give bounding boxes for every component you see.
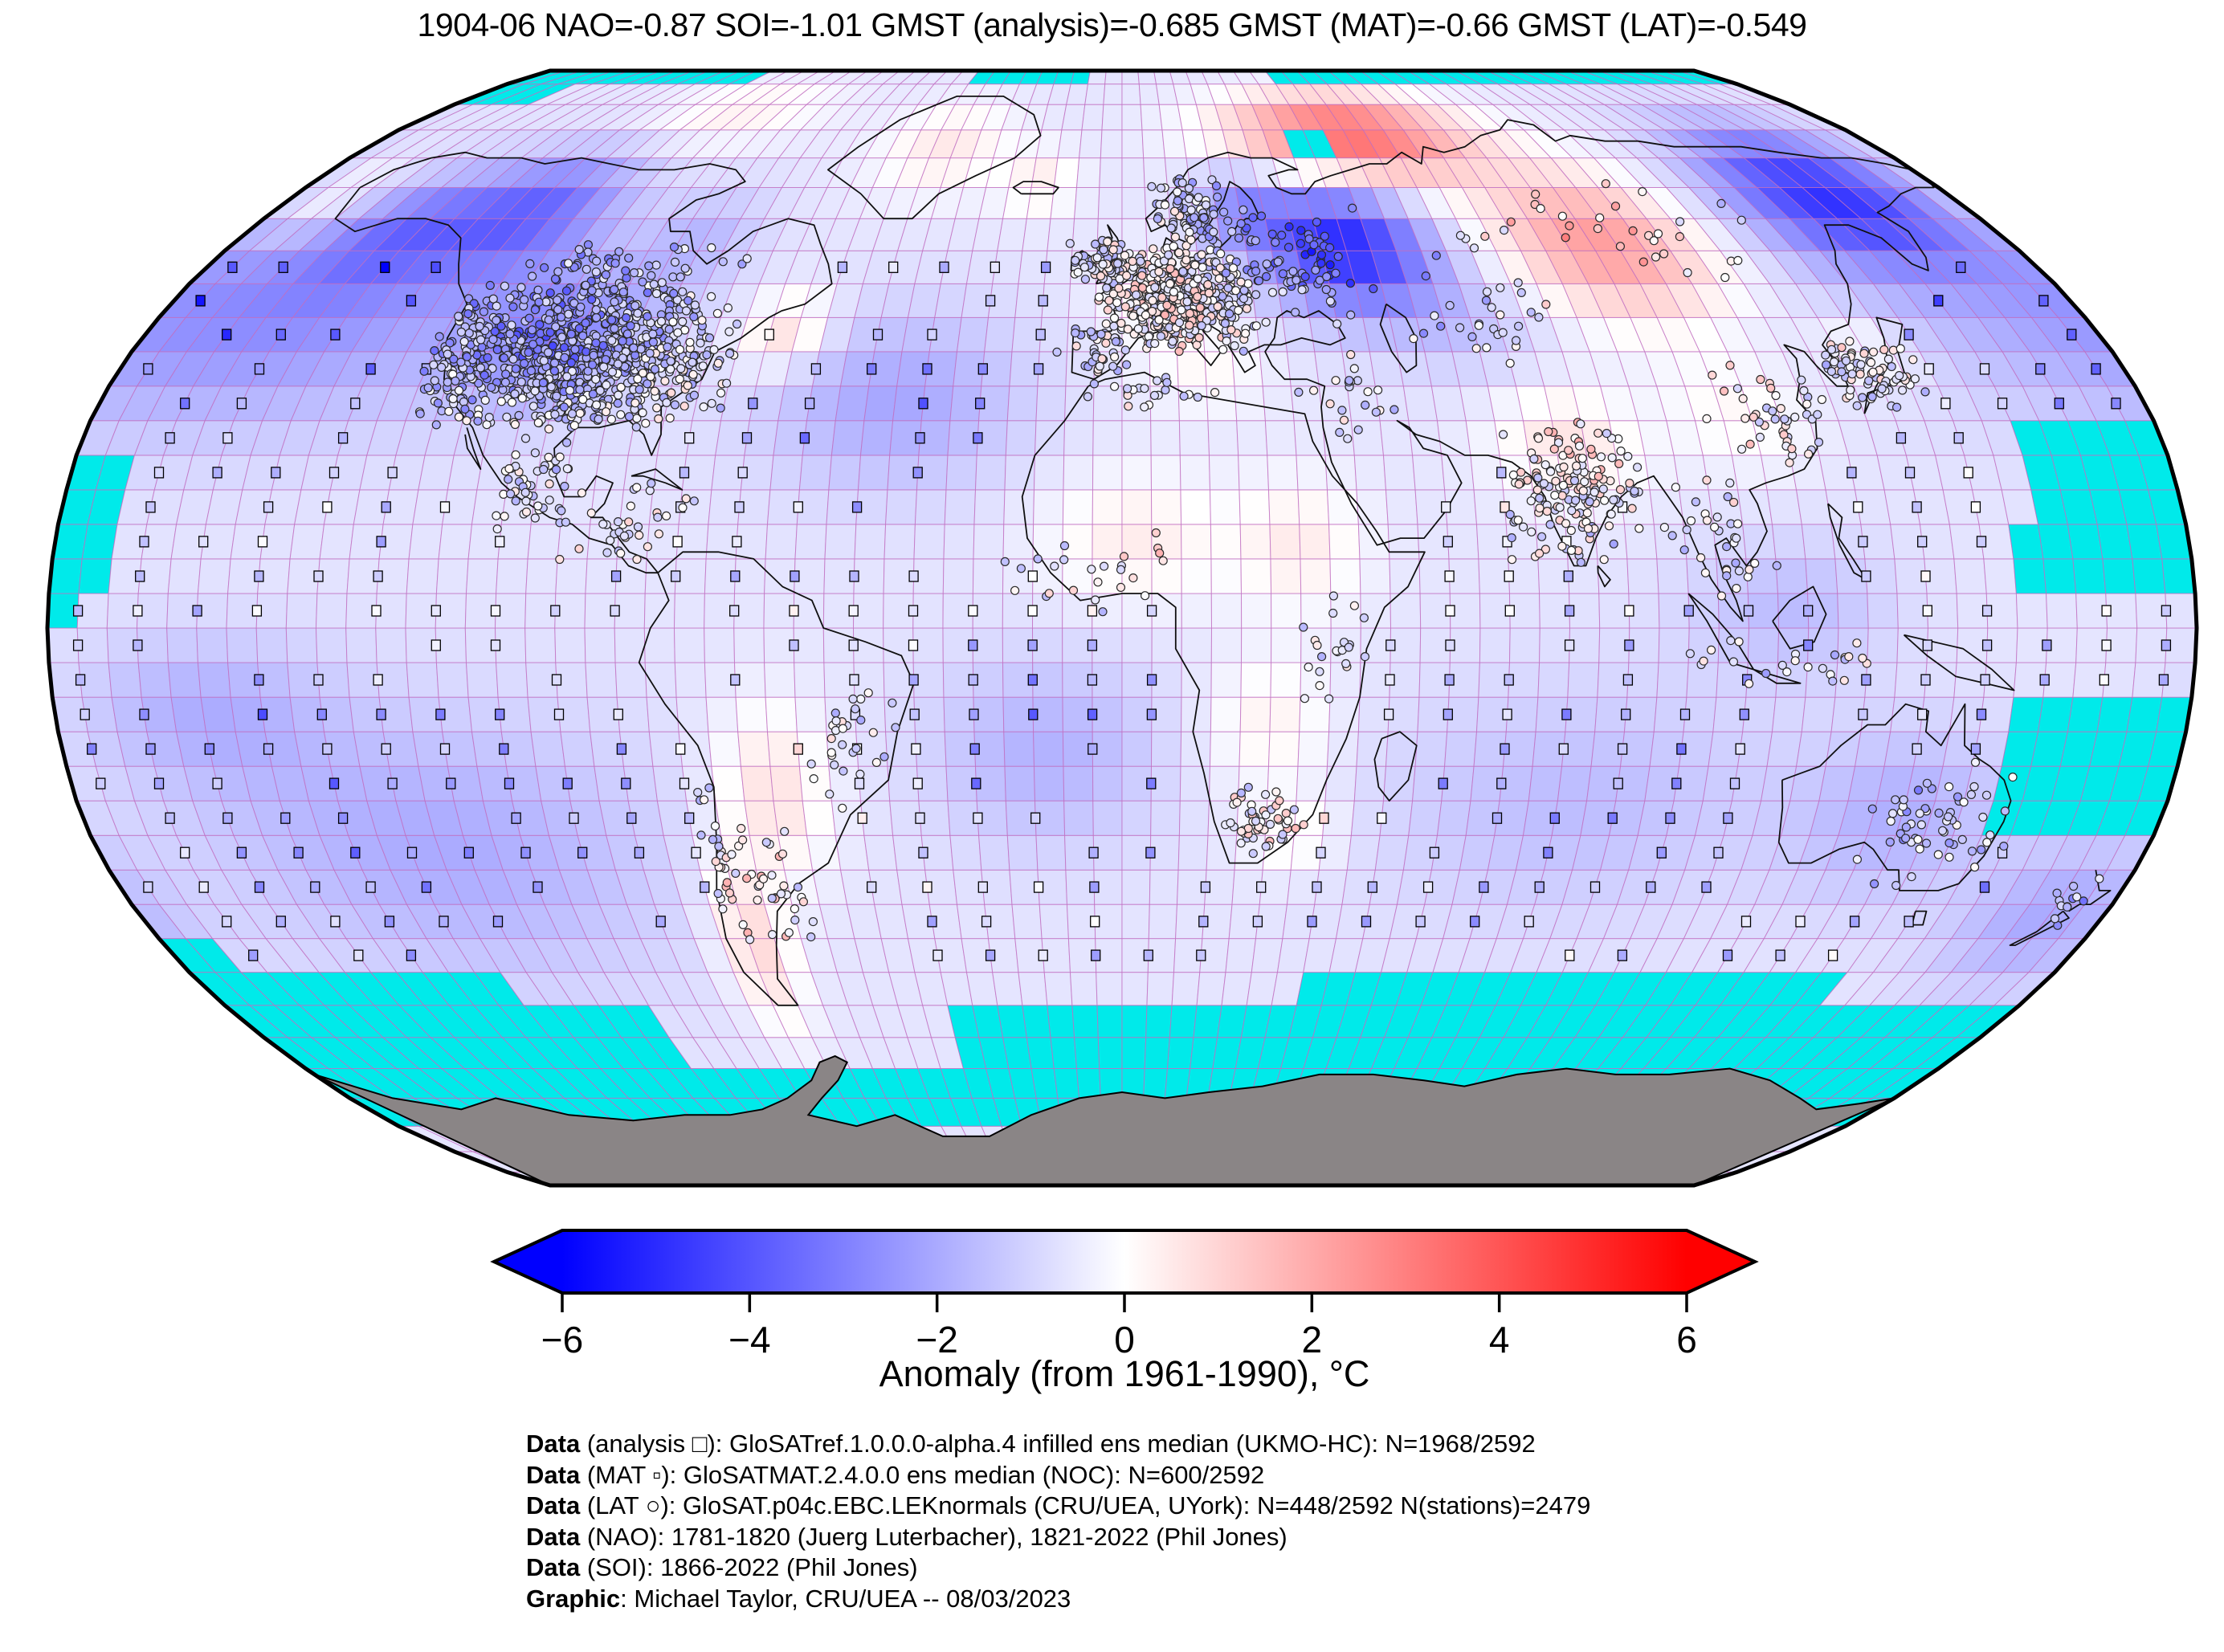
colorbar-tick-label: −6 bbox=[541, 1319, 583, 1360]
colorbar-tick-label: −2 bbox=[916, 1319, 957, 1360]
footer-line-prefix: Data bbox=[526, 1460, 581, 1489]
footer-line-text: (MAT ▫): GloSATMAT.2.4.0.0 ens median (N… bbox=[580, 1460, 1265, 1489]
map-outline bbox=[45, 68, 2199, 1188]
footer-line-5: Data (SOI): 1866-2022 (Phil Jones) bbox=[526, 1552, 1590, 1584]
footer-line-6: Graphic: Michael Taylor, CRU/UEA -- 08/0… bbox=[526, 1584, 1590, 1615]
footer-line-text: (SOI): 1866-2022 (Phil Jones) bbox=[580, 1553, 918, 1581]
colorbar-gradient-bar bbox=[490, 1229, 1759, 1295]
footer-line-text: (analysis □): GloSATref.1.0.0.0-alpha.4 … bbox=[580, 1430, 1536, 1458]
footer-line-prefix: Data bbox=[526, 1430, 581, 1458]
colorbar-tick-label: 2 bbox=[1302, 1319, 1323, 1360]
colorbar-ticks: −6 −4 −2 0 2 4 6 bbox=[541, 1293, 1697, 1360]
footer-line-prefix: Data bbox=[526, 1491, 581, 1519]
station-circle-markers bbox=[414, 174, 2104, 944]
colorbar-tick-label: 0 bbox=[1114, 1319, 1135, 1360]
footer-line-text: (LAT ○): GloSAT.p04c.EBC.LEKnormals (CRU… bbox=[580, 1491, 1591, 1519]
footer-line-prefix: Data bbox=[526, 1522, 581, 1551]
footer-line-1: Data (analysis □): GloSATref.1.0.0.0-alp… bbox=[526, 1429, 1590, 1460]
antarctica-no-data-land bbox=[314, 1054, 1895, 1186]
footer-line-4: Data (NAO): 1781-1820 (Juerg Luterbacher… bbox=[526, 1522, 1590, 1553]
footer-line-prefix: Data bbox=[526, 1553, 581, 1581]
colorbar-tick-label: 4 bbox=[1489, 1319, 1510, 1360]
footer-line-text: (NAO): 1781-1820 (Juerg Luterbacher), 18… bbox=[580, 1522, 1287, 1551]
colorbar: −6 −4 −2 0 2 4 6 Anomaly (from 1961-1990), °C bbox=[490, 1229, 1759, 1394]
colorbar-axis-label: Anomaly (from 1961-1990), °C bbox=[879, 1353, 1370, 1394]
mat-square-markers bbox=[72, 261, 2172, 961]
colorbar-tick-label: 6 bbox=[1676, 1319, 1697, 1360]
colorbar-tick-label: −4 bbox=[728, 1319, 770, 1360]
footer-line-3: Data (LAT ○): GloSAT.p04c.EBC.LEKnormals… bbox=[526, 1491, 1590, 1522]
figure-title: 1904-06 NAO=-0.87 SOI=-1.01 GMST (analys… bbox=[417, 6, 1807, 43]
footer-line-prefix: Graphic bbox=[526, 1584, 621, 1613]
footer-line-text: : Michael Taylor, CRU/UEA -- 08/03/2023 bbox=[620, 1584, 1071, 1613]
anomaly-grid-cells bbox=[47, 70, 2197, 1186]
footer-line-2: Data (MAT ▫): GloSATMAT.2.4.0.0 ens medi… bbox=[526, 1460, 1590, 1491]
attribution-block: Data (analysis □): GloSATref.1.0.0.0-alp… bbox=[526, 1429, 1590, 1614]
